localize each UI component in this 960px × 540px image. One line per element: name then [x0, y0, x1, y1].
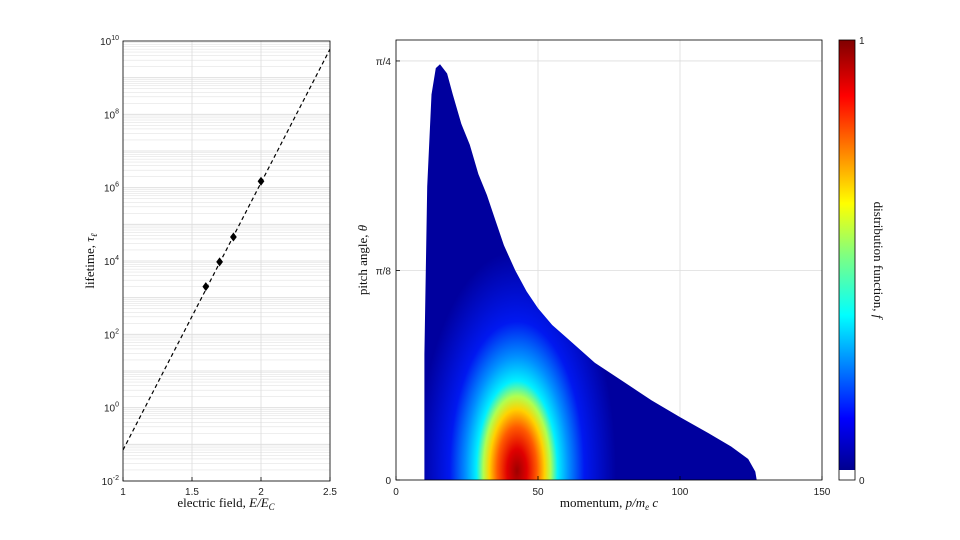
x-tick-label: 0	[393, 487, 399, 498]
data-point-marker	[202, 282, 210, 292]
y-tick-label: 106	[104, 182, 119, 195]
fit-line	[123, 48, 330, 451]
colorbar: 1 0 distribution function, f	[838, 36, 886, 487]
y-tick-label: 10-2	[102, 475, 119, 488]
y-tick-label: 104	[104, 255, 119, 268]
x-tick-label: 50	[532, 487, 544, 498]
y-tick-label: 1010	[100, 35, 119, 48]
y-tick-label: 0	[385, 476, 391, 487]
colorbar-frame	[838, 39, 856, 481]
distribution-y-ticks: 0 π/8 π/4	[376, 57, 400, 487]
data-point-marker	[257, 176, 265, 186]
lifetime-x-label: electric field, E/EC	[177, 495, 275, 512]
x-tick-label: 100	[672, 487, 689, 498]
colorbar-swatch	[839, 40, 855, 470]
x-tick-label: 150	[814, 487, 831, 498]
distribution-heatmap	[424, 64, 757, 481]
x-tick-label: 2	[258, 487, 264, 498]
distribution-plot-frame	[395, 39, 823, 481]
data-point-marker	[230, 232, 237, 242]
distribution-plot: 0 50 100 150 0 π/8 π/4 momentum, p/me c pitch…	[355, 39, 831, 512]
data-point-marker	[216, 257, 223, 267]
lifetime-x-ticks: 1 1.5 2 2.5	[120, 477, 337, 498]
y-tick-label: π/8	[376, 266, 392, 277]
lifetime-plot-frame	[122, 40, 331, 482]
y-tick-label: 100	[104, 402, 119, 415]
x-tick-label: 1	[120, 487, 126, 498]
y-tick-label: 108	[104, 108, 119, 121]
distribution-x-ticks: 0 50 100 150	[393, 476, 831, 498]
x-tick-label: 2.5	[323, 487, 337, 498]
distribution-y-label: pitch angle, θ	[355, 224, 370, 295]
colorbar-label: distribution function, f	[871, 202, 886, 321]
lifetime-y-ticks: 10-2 100 102 104 106 108 1010	[100, 35, 119, 488]
lifetime-plot: 1 1.5 2 2.5 10-2 100 102 104 106 108 1010 electri…	[82, 35, 337, 512]
lifetime-plot-grid	[122, 41, 331, 482]
colorbar-max-label: 1	[859, 36, 865, 47]
lifetime-y-label: lifetime, τℓ	[82, 233, 99, 289]
lifetime-plot-marks	[123, 48, 330, 451]
x-tick-label: 1.5	[185, 487, 199, 498]
y-tick-label: 102	[104, 328, 119, 341]
distribution-x-label: momentum, p/me c	[560, 495, 658, 512]
colorbar-min-label: 0	[859, 476, 865, 487]
y-tick-label: π/4	[376, 57, 392, 68]
